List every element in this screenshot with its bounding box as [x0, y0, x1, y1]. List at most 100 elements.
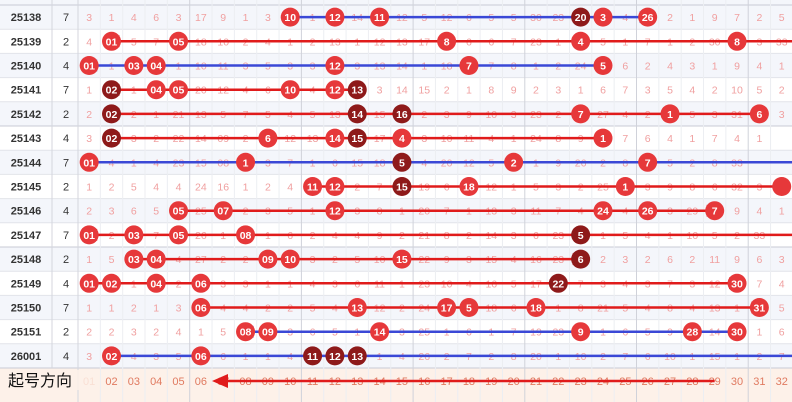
number-ball: [102, 104, 122, 124]
cell-value: 6: [779, 327, 785, 339]
ball-number: 01: [83, 230, 95, 242]
cell-value: 2: [444, 85, 450, 97]
cell-value: 6: [153, 12, 159, 24]
number-ball: [593, 56, 613, 75]
cell-value: 24: [195, 182, 207, 194]
number-ball: [258, 322, 278, 342]
cell-value: 2: [756, 12, 762, 24]
cell-value: 3: [779, 109, 785, 121]
span-value: 2: [63, 36, 69, 48]
cell-value: 1: [109, 303, 115, 315]
ball-number: 06: [195, 351, 207, 363]
number-ball: [102, 128, 122, 148]
cell-value: 1: [243, 12, 249, 24]
ball-number: 15: [351, 133, 363, 145]
ball-number: 05: [173, 206, 185, 218]
number-ball: [638, 7, 658, 27]
ball-number: 12: [329, 182, 341, 194]
cell-value: 1: [779, 61, 785, 73]
issue-label: 25147: [11, 230, 42, 242]
number-ball: [459, 177, 479, 196]
number-ball: [146, 273, 166, 293]
cell-value: 2: [667, 12, 673, 24]
number-ball: [79, 273, 99, 293]
number-ball: [325, 128, 345, 148]
number-ball: [660, 104, 680, 124]
ball-number: 04: [150, 278, 162, 290]
ball-number: 03: [128, 61, 140, 73]
ball-number: 05: [173, 230, 185, 242]
cell-value: 4: [756, 206, 762, 218]
ball-number: 04: [150, 254, 162, 266]
span-value: 7: [63, 230, 69, 242]
cell-value: 2: [533, 85, 539, 97]
column-header: 05: [172, 376, 184, 388]
span-value: 2: [63, 109, 69, 121]
number-ball: [571, 104, 591, 124]
issue-label: 25142: [11, 109, 42, 121]
ball-number: 01: [83, 61, 95, 73]
cell-value: 1: [779, 206, 785, 218]
ball-number: 06: [195, 303, 207, 315]
cell-value: 1: [86, 182, 92, 194]
cell-value: 7: [622, 85, 628, 97]
cell-value: 2: [86, 206, 92, 218]
ball-number: 20: [575, 12, 587, 24]
issue-label: 25145: [11, 182, 42, 194]
cell-value: 4: [734, 133, 740, 145]
ball-number: 30: [731, 278, 743, 290]
ball-number: 03: [128, 254, 140, 266]
cell-value: 6: [622, 61, 628, 73]
cell-value: 1: [756, 133, 762, 145]
ball-number: 04: [150, 61, 162, 73]
footer-arrow-head: [212, 374, 228, 388]
ball-number: 5: [600, 61, 606, 73]
number-ball: [571, 322, 591, 342]
number-ball: [280, 7, 300, 27]
column-header: 32: [776, 376, 788, 388]
number-ball: [258, 249, 278, 269]
ball-number: 8: [734, 36, 740, 48]
cell-value: 4: [131, 12, 137, 24]
cell-value: 2: [600, 254, 606, 266]
cell-value: 2: [645, 61, 651, 73]
cell-value: 4: [287, 182, 293, 194]
ball-number: 5: [466, 303, 472, 315]
cell-value: 3: [779, 254, 785, 266]
cell-value: 2: [109, 182, 115, 194]
cell-value: 9: [734, 206, 740, 218]
cell-value: 5: [779, 303, 785, 315]
number-ball: [191, 298, 211, 317]
number-ball: [325, 56, 345, 75]
number-ball: [370, 7, 390, 27]
ball-number: 06: [195, 278, 207, 290]
ball-number: 2: [511, 157, 517, 169]
ball-number: 11: [374, 12, 385, 24]
ball-number: 04: [150, 85, 162, 97]
cell-value: 3: [176, 12, 182, 24]
cell-value: 1: [109, 12, 115, 24]
ball-number: 7: [466, 61, 472, 73]
footer-background: [0, 368, 792, 402]
ball-number: 10: [284, 85, 296, 97]
cell-value: 2: [131, 303, 137, 315]
number-ball: [727, 322, 747, 342]
ball-number: 02: [106, 133, 118, 145]
cell-value: 4: [153, 182, 159, 194]
number-ball: [615, 177, 635, 196]
cell-value: 4: [667, 61, 673, 73]
cell-value: 15: [418, 85, 430, 97]
ball-number: 02: [106, 109, 118, 121]
ball-number: 01: [83, 278, 95, 290]
cell-value: 3: [622, 254, 628, 266]
ball-number: 6: [578, 254, 584, 266]
cell-value: 3: [377, 85, 383, 97]
ball-number: 13: [351, 351, 363, 363]
ball-number: 15: [396, 182, 408, 194]
cell-value: 4: [667, 133, 673, 145]
number-ball: [79, 152, 99, 172]
ball-number: 11: [307, 351, 318, 363]
column-header: 06: [195, 376, 207, 388]
ball-number: 12: [329, 85, 341, 97]
